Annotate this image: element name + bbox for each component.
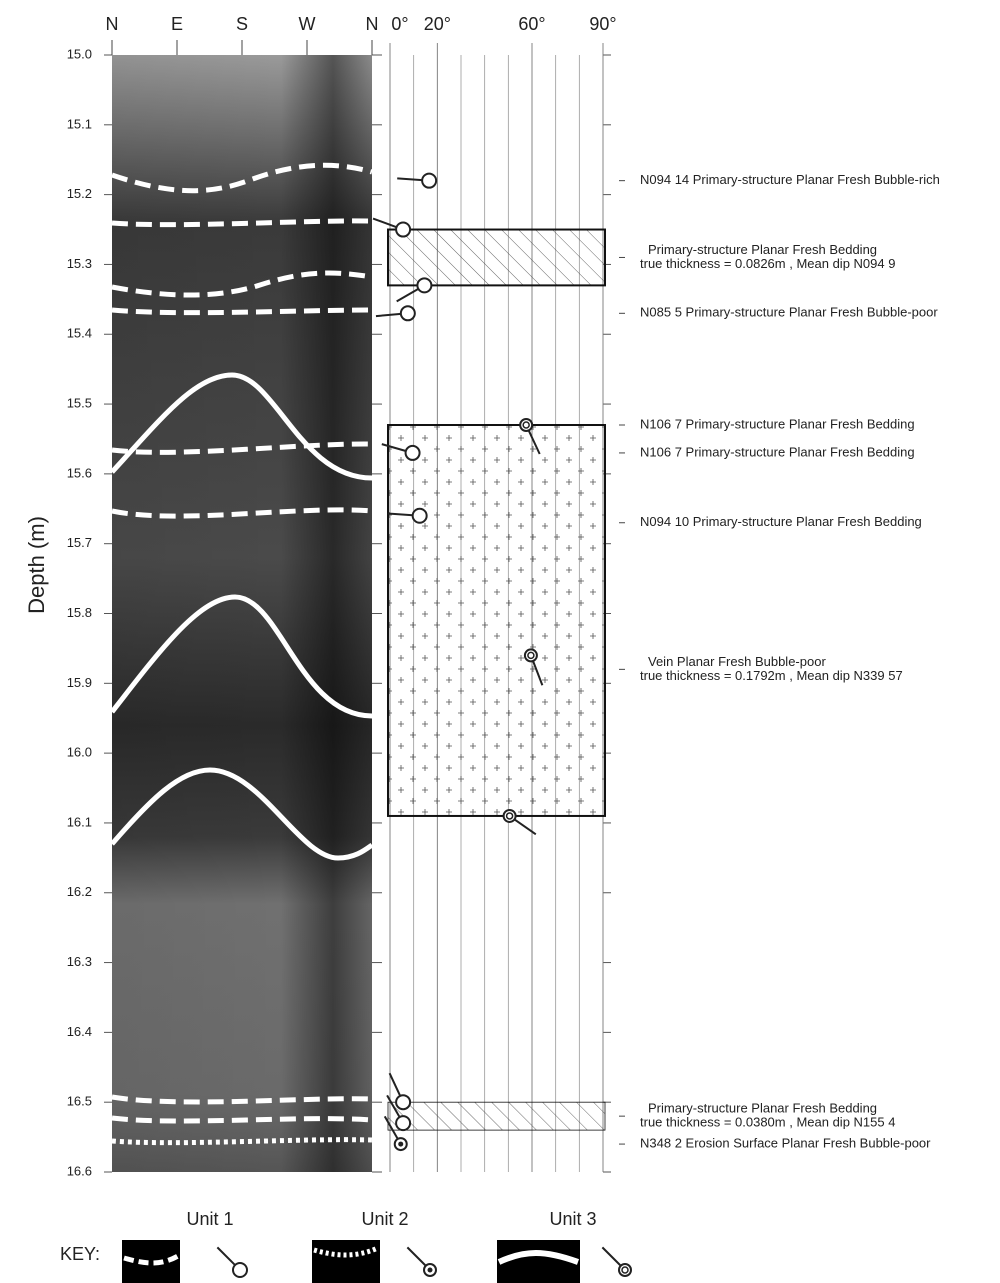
core-image bbox=[110, 55, 374, 1172]
compass-label: W bbox=[299, 14, 316, 34]
tadpole bbox=[216, 1246, 248, 1278]
tadpole-head bbox=[421, 172, 438, 189]
tadpole bbox=[372, 217, 412, 238]
tadpole bbox=[383, 1115, 408, 1152]
compass-label: E bbox=[171, 14, 183, 34]
annotation: Vein Planar Fresh Bubble-poor bbox=[648, 654, 826, 669]
tadpole bbox=[386, 1094, 412, 1132]
compass-label: N bbox=[366, 14, 379, 34]
interval bbox=[387, 1101, 606, 1131]
tadpole-tail bbox=[372, 217, 397, 229]
tadpole-head bbox=[395, 1094, 412, 1111]
x-tick-label: 60° bbox=[518, 14, 545, 34]
tadpole-head bbox=[519, 418, 534, 433]
tadpole-head bbox=[395, 221, 412, 238]
legend-label: Unit 3 bbox=[549, 1209, 596, 1229]
tadpole-head bbox=[404, 444, 421, 461]
tadpole bbox=[396, 277, 433, 303]
tadpole-head bbox=[523, 648, 538, 663]
tadpole-tail bbox=[216, 1246, 236, 1266]
y-tick-label: 15.9 bbox=[67, 675, 92, 690]
tadpole-tail bbox=[513, 818, 537, 836]
annotation: N106 7 Primary-structure Planar Fresh Be… bbox=[640, 416, 915, 431]
tadpole bbox=[519, 418, 541, 455]
x-tick-label: 90° bbox=[589, 14, 616, 34]
interval bbox=[387, 228, 606, 287]
tadpole-head bbox=[502, 808, 517, 823]
y-tick-label: 15.6 bbox=[67, 465, 92, 480]
interval bbox=[387, 424, 606, 817]
annotation: N085 5 Primary-structure Planar Fresh Bu… bbox=[640, 305, 938, 320]
legend-label: Unit 1 bbox=[186, 1209, 233, 1229]
tadpole bbox=[406, 1246, 437, 1277]
y-tick-label: 15.3 bbox=[67, 256, 92, 271]
tadpole-tail bbox=[406, 1246, 427, 1267]
tadpole-tail bbox=[397, 177, 423, 182]
tadpole-head bbox=[232, 1262, 248, 1278]
tadpole-ring bbox=[621, 1266, 629, 1274]
tadpole-head bbox=[618, 1263, 632, 1277]
y-tick-label: 16.4 bbox=[67, 1024, 92, 1039]
annotation: Primary-structure Planar Fresh Bedding bbox=[648, 242, 877, 257]
tadpole-tail bbox=[383, 1115, 399, 1140]
y-tick-label: 15.0 bbox=[67, 46, 92, 61]
tadpole-ring bbox=[522, 421, 530, 429]
tadpole-tail bbox=[381, 443, 407, 452]
y-tick-label: 15.4 bbox=[67, 326, 92, 341]
tadpole-ring bbox=[527, 651, 535, 660]
y-tick-label: 16.1 bbox=[67, 814, 92, 829]
tadpole bbox=[502, 808, 537, 836]
annotation: true thickness = 0.1792m , Mean dip N339… bbox=[640, 668, 903, 683]
y-axis-label: Depth (m) bbox=[24, 516, 49, 614]
y-tick-label: 15.5 bbox=[67, 396, 92, 411]
tadpole bbox=[388, 1072, 412, 1111]
y-tick-label: 16.2 bbox=[67, 884, 92, 899]
annotation: N106 7 Primary-structure Planar Fresh Be… bbox=[640, 444, 915, 459]
compass-label: S bbox=[236, 14, 248, 34]
tadpole bbox=[601, 1246, 632, 1277]
tadpole-tail bbox=[387, 512, 413, 517]
y-tick-label: 15.7 bbox=[67, 535, 92, 550]
tadpole bbox=[397, 172, 438, 189]
y-tick-label: 15.8 bbox=[67, 605, 92, 620]
y-tick-label: 16.3 bbox=[67, 954, 92, 969]
tadpole-tail bbox=[601, 1246, 622, 1267]
compass-label: N bbox=[106, 14, 119, 34]
tadpole-tail bbox=[375, 312, 401, 318]
tadpole bbox=[387, 507, 428, 524]
tadpole-head bbox=[399, 305, 416, 322]
y-tick-label: 15.2 bbox=[67, 186, 92, 201]
annotation: Primary-structure Planar Fresh Bedding bbox=[648, 1101, 877, 1116]
key-title: KEY: bbox=[60, 1244, 100, 1264]
tadpole-dot bbox=[427, 1267, 433, 1273]
tadpole-tail bbox=[532, 660, 544, 686]
annotation: true thickness = 0.0380m , Mean dip N155… bbox=[640, 1115, 895, 1130]
tadpole-tail bbox=[386, 1094, 401, 1118]
annotation: N094 10 Primary-structure Planar Fresh B… bbox=[640, 514, 922, 529]
legend-label: Unit 2 bbox=[361, 1209, 408, 1229]
annotation: N348 2 Erosion Surface Planar Fresh Bubb… bbox=[640, 1136, 931, 1151]
y-tick-label: 15.1 bbox=[67, 116, 92, 131]
tadpole bbox=[523, 648, 544, 686]
tadpole-ring bbox=[505, 812, 514, 820]
tadpole-head bbox=[411, 507, 428, 524]
tadpole-head bbox=[395, 1115, 412, 1132]
key-swatches bbox=[122, 1240, 580, 1283]
tadpole bbox=[381, 443, 421, 461]
y-tick-label: 16.5 bbox=[67, 1094, 92, 1109]
y-tick-label: 16.6 bbox=[67, 1163, 92, 1178]
annotation: N094 14 Primary-structure Planar Fresh B… bbox=[640, 172, 940, 187]
tadpole-tail bbox=[388, 1072, 402, 1097]
tadpole-tail bbox=[527, 430, 541, 455]
tadpole-head bbox=[416, 277, 433, 294]
tadpole-dot bbox=[398, 1141, 404, 1147]
tadpole bbox=[375, 305, 416, 322]
y-tick-label: 16.0 bbox=[67, 745, 92, 760]
x-tick-label: 20° bbox=[424, 14, 451, 34]
annotation: true thickness = 0.0826m , Mean dip N094… bbox=[640, 256, 895, 271]
x-tick-label: 0° bbox=[391, 14, 408, 34]
tadpole-tail bbox=[396, 288, 419, 303]
